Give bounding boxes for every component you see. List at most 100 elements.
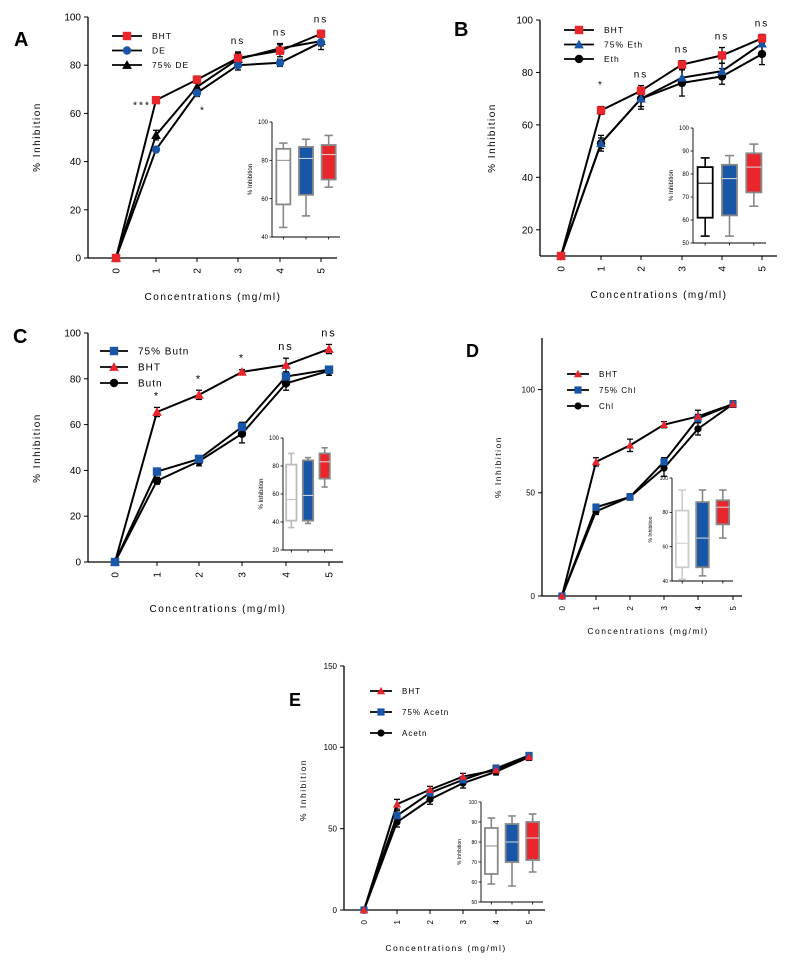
legend-marker — [109, 362, 119, 371]
inset-boxplot: 50 60 70 80 90 100 % Inhibition — [669, 126, 766, 247]
inset-y-axis-title: % Inhibition — [259, 478, 265, 509]
data-point — [275, 46, 285, 55]
y-tick-label: 100 — [324, 743, 338, 752]
inset-tick-label: 100 — [258, 120, 269, 126]
data-point — [458, 772, 468, 780]
legend-label: Chl — [599, 402, 614, 411]
inset-tick-label: 60 — [682, 218, 689, 224]
legend-marker — [574, 25, 584, 35]
legend-label: BHT — [599, 370, 618, 379]
inset-tick-label: 80 — [662, 510, 668, 516]
data-point — [194, 390, 204, 399]
data-point — [426, 795, 434, 803]
inset-boxplot: 40 60 80 100 % Inhibition — [648, 476, 733, 585]
x-tick-label: 2 — [637, 266, 648, 272]
data-point — [152, 467, 162, 476]
series-line — [561, 403, 734, 597]
data-point — [110, 557, 120, 567]
data-point — [660, 458, 668, 466]
significance-label: ns — [755, 18, 770, 29]
inset-tick-label: 70 — [471, 860, 477, 866]
box-body — [695, 501, 710, 569]
data-point — [359, 905, 369, 914]
inset-tick-label: 80 — [261, 158, 268, 164]
y-axis-title: % Inhibition — [298, 759, 308, 821]
series-butn — [114, 365, 332, 563]
inset-tick-label: 60 — [471, 880, 477, 886]
y-axis-title: % Inhibition — [487, 103, 498, 173]
significance-label: ns — [273, 28, 288, 39]
box — [301, 456, 315, 553]
legend-marker — [376, 686, 386, 695]
data-point — [281, 379, 291, 388]
data-point — [151, 130, 161, 139]
y-tick-label: 50 — [328, 824, 337, 833]
x-axis-title: Concentrations (mg/ml) — [591, 290, 728, 301]
x-tick-label: 4 — [694, 605, 703, 610]
x-tick-label: 1 — [153, 572, 164, 578]
x-tick-label: 2 — [426, 919, 435, 924]
data-point — [111, 253, 121, 263]
data-point — [757, 34, 767, 43]
data-point — [237, 367, 247, 376]
series-line — [114, 348, 330, 563]
data-point — [324, 344, 334, 353]
legend: BHT DE 75% DE — [112, 31, 188, 70]
x-axis-title: Concentrations (mg/ml) — [145, 292, 282, 303]
significance-label: ns — [314, 14, 329, 25]
y-tick-label: 60 — [70, 109, 82, 120]
data-point — [316, 29, 326, 39]
inset-y-axis-title: % Inhibition — [648, 516, 654, 542]
inset-tick-label: 100 — [660, 476, 669, 482]
legend-marker — [574, 386, 582, 394]
inset-boxplot: 40 60 80 100 % Inhibition — [248, 120, 340, 241]
significance-label: * — [196, 373, 202, 385]
box-body — [696, 166, 714, 219]
significance-label: * — [154, 390, 160, 402]
data-point — [152, 407, 162, 416]
data-point — [677, 60, 687, 69]
data-point — [636, 86, 646, 95]
significance-label: ns — [278, 341, 294, 353]
x-tick-label: 3 — [678, 266, 689, 272]
data-point — [237, 422, 247, 432]
inset-tick-label: 40 — [261, 235, 268, 241]
data-point — [556, 251, 566, 261]
data-point — [237, 429, 247, 438]
inset-tick-label: 100 — [269, 436, 280, 442]
legend-label: BHT — [604, 25, 624, 35]
inset-y-axis-title: % Inhibition — [248, 164, 254, 195]
data-point — [694, 425, 702, 433]
inset-tick-label: 70 — [682, 195, 689, 201]
x-tick-label: 0 — [112, 268, 123, 274]
data-point — [557, 591, 567, 600]
x-axis-title: Concentrations (mg/ml) — [150, 604, 287, 615]
data-point — [524, 752, 534, 761]
series-bht — [560, 33, 765, 257]
y-tick-label: 40 — [70, 157, 82, 168]
legend-label: 75% Chl — [599, 386, 636, 395]
data-point — [636, 93, 646, 103]
inset-tick-label: 80 — [471, 840, 477, 846]
panel-letter: B — [454, 19, 468, 41]
x-tick-label: 3 — [660, 605, 669, 610]
legend-label: 75% Butn — [138, 347, 189, 358]
significance-label: * — [200, 105, 206, 116]
x-tick-label: 2 — [626, 605, 635, 610]
series-75-de — [115, 35, 324, 259]
significance-label: ns — [715, 32, 730, 43]
legend-label: Eth — [604, 54, 620, 64]
inset-tick-label: 60 — [272, 492, 279, 498]
legend-marker — [574, 54, 584, 64]
box — [715, 489, 731, 584]
panel-a: A 0 20 40 60 80 100 0 1 2 3 4 5 Concentrations (mg/ml… — [14, 13, 340, 303]
y-tick-label: 0 — [531, 592, 536, 601]
x-tick-label: 4 — [492, 919, 501, 924]
box — [745, 143, 763, 246]
data-point — [757, 38, 767, 48]
data-point — [660, 464, 668, 472]
inset-tick-label: 90 — [471, 820, 477, 826]
inset-tick-label: 100 — [469, 800, 478, 806]
data-point — [152, 476, 162, 485]
